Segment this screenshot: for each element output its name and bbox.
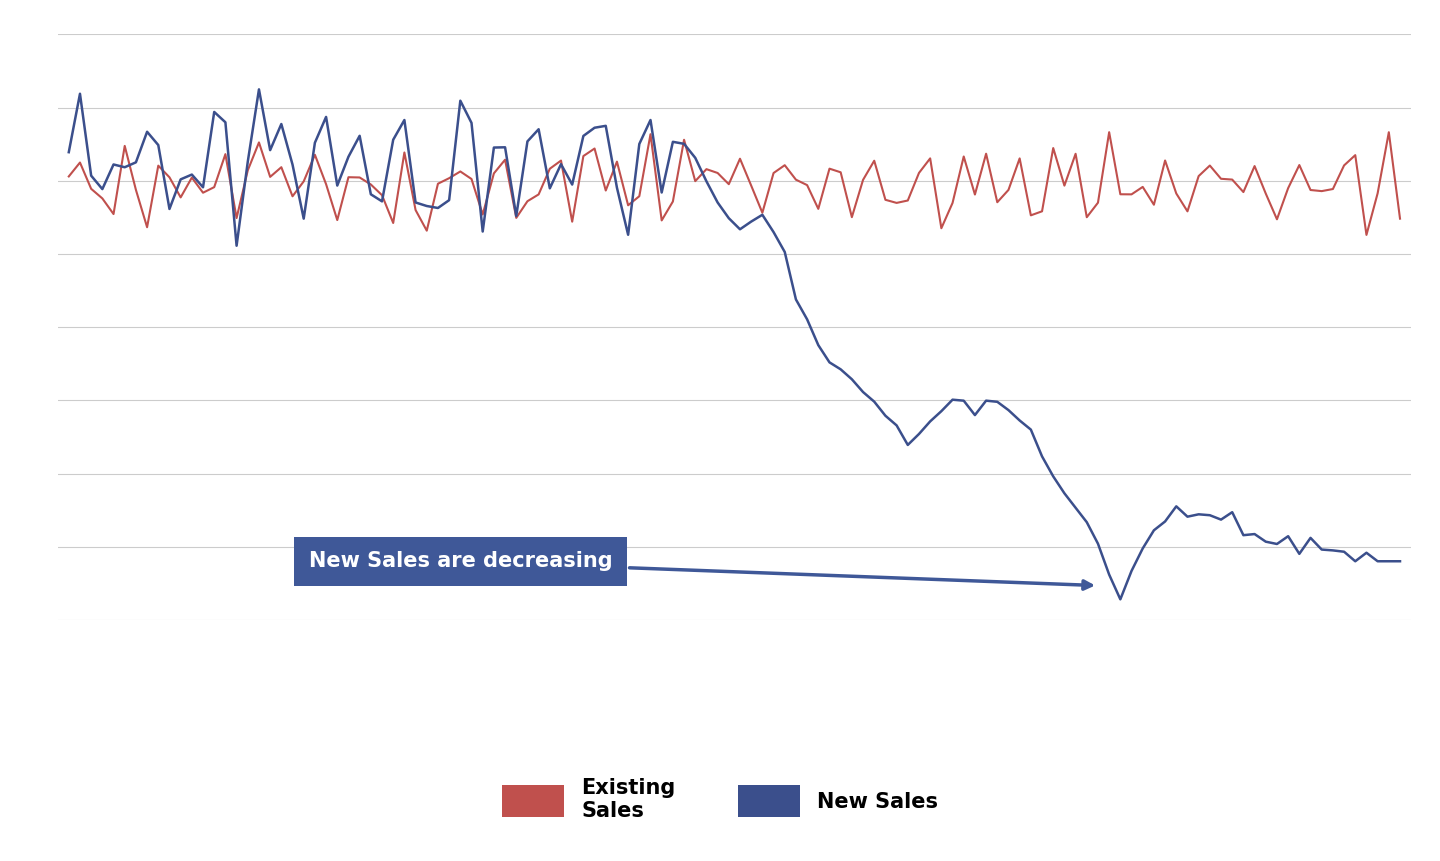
Text: New Sales are decreasing: New Sales are decreasing — [308, 551, 1092, 589]
Legend: Existing
Sales, New Sales: Existing Sales, New Sales — [481, 757, 959, 842]
